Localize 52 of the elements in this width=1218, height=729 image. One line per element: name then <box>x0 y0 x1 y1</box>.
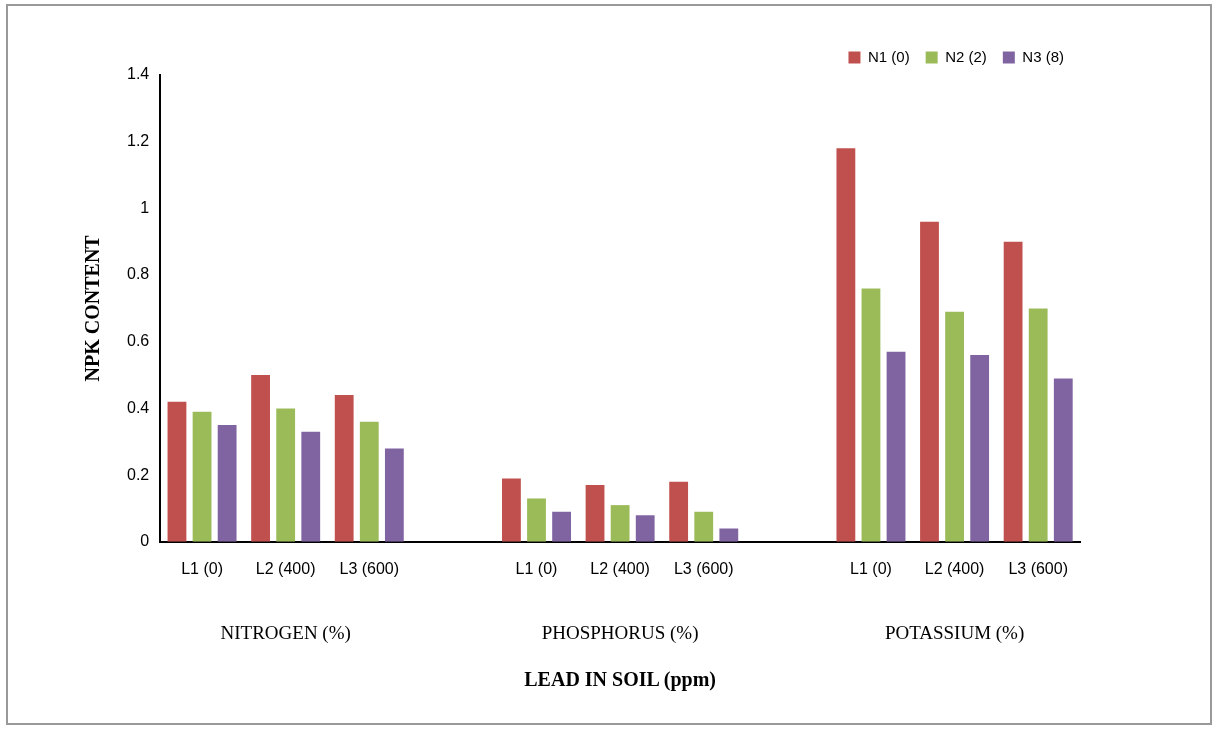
y-tick-label: 0.8 <box>126 265 150 283</box>
bar <box>552 511 571 542</box>
x-tick-label: L2 (400) <box>590 559 650 577</box>
bar <box>251 375 270 542</box>
bar <box>635 515 655 542</box>
bar <box>920 221 939 542</box>
bar <box>301 431 321 542</box>
x-tick-label: L3 (600) <box>673 559 734 577</box>
bar <box>359 421 379 542</box>
bar <box>861 288 881 542</box>
text: NITROGEN (%) <box>220 621 351 644</box>
bar <box>945 311 964 542</box>
legend-label: N2 (2) <box>945 47 987 65</box>
bar <box>192 411 212 542</box>
x-tick-label: L3 (600) <box>1008 559 1068 577</box>
bar <box>217 425 237 542</box>
bar <box>970 355 990 542</box>
y-tick-label: 1 <box>140 198 150 216</box>
bar <box>886 351 906 542</box>
text: POTASSIUM (%) <box>884 621 1025 644</box>
x-tick-label: L1 (0) <box>181 559 223 577</box>
bar <box>836 148 856 542</box>
bar <box>610 505 630 542</box>
bar <box>502 478 521 542</box>
bar <box>384 448 404 542</box>
x-tick-label: L1 (0) <box>515 559 558 577</box>
bar <box>334 395 354 542</box>
bar <box>719 528 739 542</box>
legend-label: N3 (8) <box>1022 47 1065 65</box>
bar <box>1003 241 1023 542</box>
y-tick-label: 0.2 <box>126 465 150 483</box>
bar <box>167 401 187 542</box>
bar <box>276 408 296 542</box>
y-axis-title: NPK CONTENT <box>81 234 104 382</box>
bar <box>669 481 689 542</box>
bar <box>585 485 605 542</box>
y-tick-label: 0 <box>140 532 150 550</box>
x-tick-label: L2 (400) <box>924 559 985 577</box>
x-tick-label: L3 (600) <box>339 559 400 577</box>
y-tick-label: 1.4 <box>126 65 150 83</box>
x-tick-label: L1 (0) <box>850 559 892 577</box>
bar <box>1028 308 1048 542</box>
bar <box>1053 378 1073 542</box>
bar <box>694 511 714 542</box>
x-tick-label: L2 (400) <box>255 559 316 577</box>
legend-label: N1 (0) <box>867 47 910 65</box>
y-tick-label: 0.4 <box>126 398 150 416</box>
x-axis-title: LEAD IN SOIL (ppm) <box>524 668 716 692</box>
bar <box>527 498 546 542</box>
text: PHOSPHORUS (%) <box>541 621 699 644</box>
y-tick-label: 1.2 <box>126 132 150 150</box>
y-tick-label: 0.6 <box>126 332 150 350</box>
